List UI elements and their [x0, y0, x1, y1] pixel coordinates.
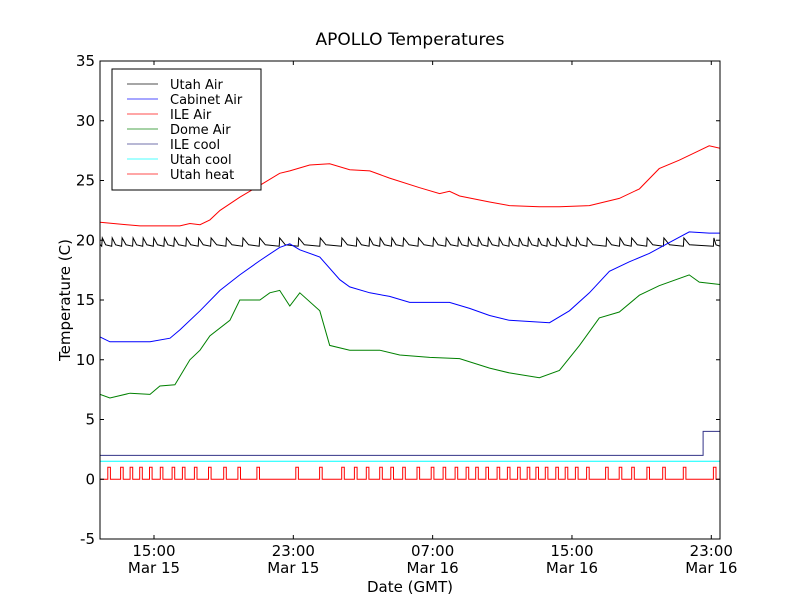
- x-tick-label-date: Mar 16: [407, 559, 459, 577]
- legend-label: Utah heat: [170, 168, 234, 183]
- y-tick-label: 0: [85, 470, 95, 488]
- series-line-dome-air: [100, 274, 720, 399]
- x-tick-label-date: Mar 16: [546, 559, 598, 577]
- y-tick-label: 30: [76, 112, 95, 130]
- series-line-ile-air: [100, 145, 720, 227]
- x-tick-label-time: 23:00: [272, 542, 315, 560]
- x-axis-label: Date (GMT): [367, 578, 453, 596]
- plot-frame: [99, 60, 721, 540]
- series-line-utah-air: [100, 235, 720, 248]
- x-tick-label-date: Mar 16: [685, 559, 737, 577]
- x-tick-label-date: Mar 15: [267, 559, 319, 577]
- y-tick-label: 35: [76, 52, 95, 70]
- y-tick-label: 25: [76, 172, 95, 190]
- x-tick-label-time: 15:00: [132, 542, 175, 560]
- legend-label: Dome Air: [170, 123, 231, 138]
- x-tick-label-time: 07:00: [411, 542, 454, 560]
- legend-label: Utah cool: [170, 153, 232, 168]
- legend-label: ILE cool: [170, 138, 220, 153]
- y-tick-label: 5: [85, 411, 95, 429]
- x-tick-label-time: 23:00: [690, 542, 733, 560]
- y-tick-label: -5: [80, 530, 95, 548]
- legend-label: ILE Air: [170, 108, 212, 123]
- y-axis-label: Temperature (C): [56, 239, 74, 362]
- y-tick-label: 10: [76, 351, 95, 369]
- series-line-cabinet-air: [100, 231, 720, 343]
- series-line-ile-cool: [100, 430, 720, 456]
- legend-label: Cabinet Air: [170, 93, 243, 108]
- y-tick-label: 20: [76, 231, 95, 249]
- x-tick-label-date: Mar 15: [128, 559, 180, 577]
- y-tick-label: 15: [76, 291, 95, 309]
- series-line-utah-heat: [100, 466, 720, 480]
- chart-title: APOLLO Temperatures: [316, 30, 505, 50]
- legend-label: Utah Air: [170, 78, 223, 93]
- x-tick-label-time: 15:00: [550, 542, 593, 560]
